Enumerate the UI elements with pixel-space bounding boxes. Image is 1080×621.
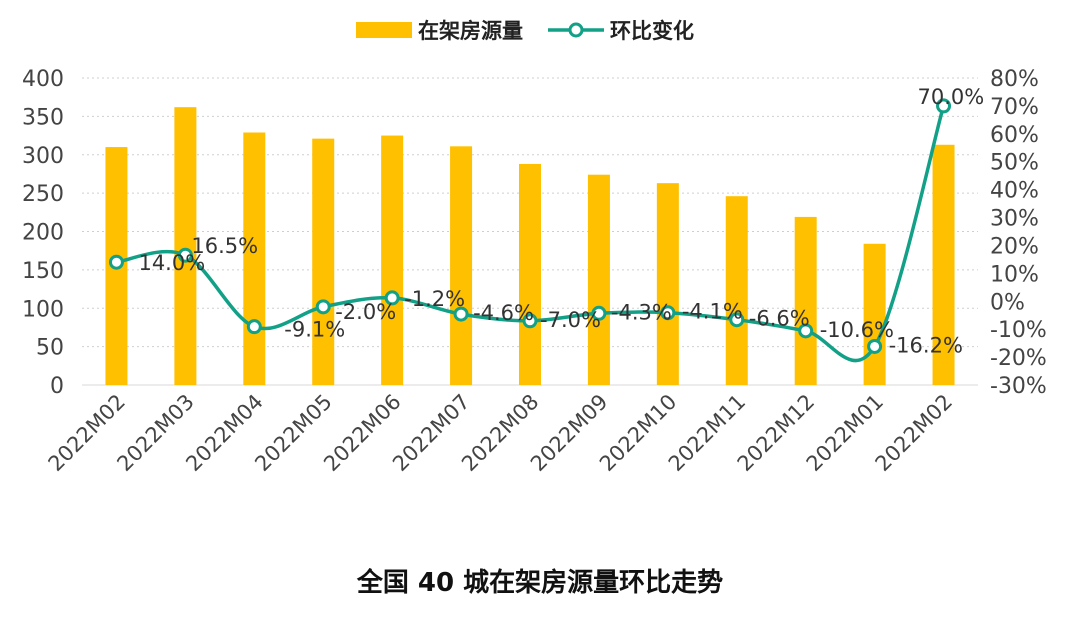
chart-caption: 全国 40 城在架房源量环比走势 bbox=[356, 568, 724, 598]
data-label: -6.6% bbox=[749, 307, 810, 331]
left-tick-label: 250 bbox=[22, 182, 64, 207]
right-tick-label: 0% bbox=[990, 290, 1025, 315]
line-point bbox=[591, 305, 607, 321]
bar bbox=[243, 132, 266, 385]
legend: 在架房源量 环比变化 bbox=[356, 19, 694, 43]
left-tick-label: 0 bbox=[50, 374, 64, 399]
right-tick-label: 20% bbox=[990, 234, 1039, 259]
bar bbox=[450, 146, 473, 385]
right-tick-label: -20% bbox=[990, 346, 1047, 371]
legend-line-marker bbox=[568, 22, 584, 38]
line-point bbox=[315, 299, 331, 315]
bar bbox=[863, 243, 886, 385]
bar bbox=[312, 138, 335, 385]
x-axis: 2022M022022M032022M042022M052022M062022M… bbox=[44, 390, 958, 476]
legend-bar-label: 在架房源量 bbox=[418, 19, 523, 43]
data-label: -4.3% bbox=[611, 300, 672, 324]
data-label: -7.0% bbox=[540, 308, 601, 332]
left-axis: 0 50 100 150 200 250 300 350 400 bbox=[22, 67, 64, 399]
line-point bbox=[867, 338, 883, 354]
right-tick-label: 10% bbox=[990, 262, 1039, 287]
legend-line-label: 环比变化 bbox=[610, 19, 694, 43]
left-tick-label: 100 bbox=[22, 297, 64, 322]
left-tick-label: 300 bbox=[22, 144, 64, 169]
right-tick-label: 60% bbox=[990, 123, 1039, 148]
data-label: -4.6% bbox=[473, 301, 534, 325]
left-tick-label: 200 bbox=[22, 221, 64, 246]
data-label: 14.0% bbox=[138, 251, 205, 275]
right-tick-label: 70% bbox=[990, 95, 1039, 120]
right-tick-label: 50% bbox=[990, 151, 1039, 176]
line-point bbox=[108, 254, 124, 270]
right-tick-label: -30% bbox=[990, 374, 1047, 399]
line-point bbox=[936, 98, 952, 114]
data-label: -16.2% bbox=[889, 333, 963, 357]
left-tick-label: 50 bbox=[36, 336, 64, 361]
right-tick-label: 30% bbox=[990, 207, 1039, 232]
bar-series bbox=[105, 107, 955, 385]
line-point bbox=[729, 312, 745, 328]
data-label: 70.0% bbox=[918, 85, 985, 109]
line-point bbox=[660, 305, 676, 321]
bar bbox=[587, 174, 610, 385]
right-tick-label: -10% bbox=[990, 318, 1047, 343]
left-tick-label: 400 bbox=[22, 67, 64, 92]
line-point bbox=[453, 306, 469, 322]
data-label: 16.5% bbox=[191, 234, 258, 258]
right-tick-label: 40% bbox=[990, 179, 1039, 204]
legend-bar-swatch bbox=[356, 22, 412, 38]
right-axis: -30% -20% -10% 0% 10% 20%30% 40% 50% 60% 70% 80% bbox=[990, 67, 1047, 399]
line-series bbox=[108, 98, 952, 363]
line-point bbox=[246, 319, 262, 335]
line-point bbox=[522, 313, 538, 329]
left-tick-label: 350 bbox=[22, 105, 64, 130]
data-label: -9.1% bbox=[284, 318, 345, 342]
data-label: -4.1% bbox=[682, 300, 743, 324]
bar bbox=[656, 183, 679, 385]
data-labels: 14.0%16.5% -9.1%-2.0% -1.2% -4.6% -7.0% -4.3%… bbox=[138, 85, 984, 358]
bar bbox=[725, 196, 748, 385]
bar bbox=[519, 163, 541, 385]
data-label: -1.2% bbox=[404, 287, 465, 311]
bar bbox=[794, 216, 817, 385]
bar bbox=[381, 135, 404, 385]
bar bbox=[174, 107, 197, 385]
line-point bbox=[177, 247, 193, 263]
data-label: -2.0% bbox=[335, 300, 396, 324]
right-tick-label: 80% bbox=[990, 67, 1039, 92]
data-label: -10.6% bbox=[820, 318, 894, 342]
bar bbox=[932, 144, 955, 385]
line-point bbox=[384, 290, 400, 306]
line-point bbox=[798, 323, 814, 339]
left-tick-label: 150 bbox=[22, 259, 64, 284]
